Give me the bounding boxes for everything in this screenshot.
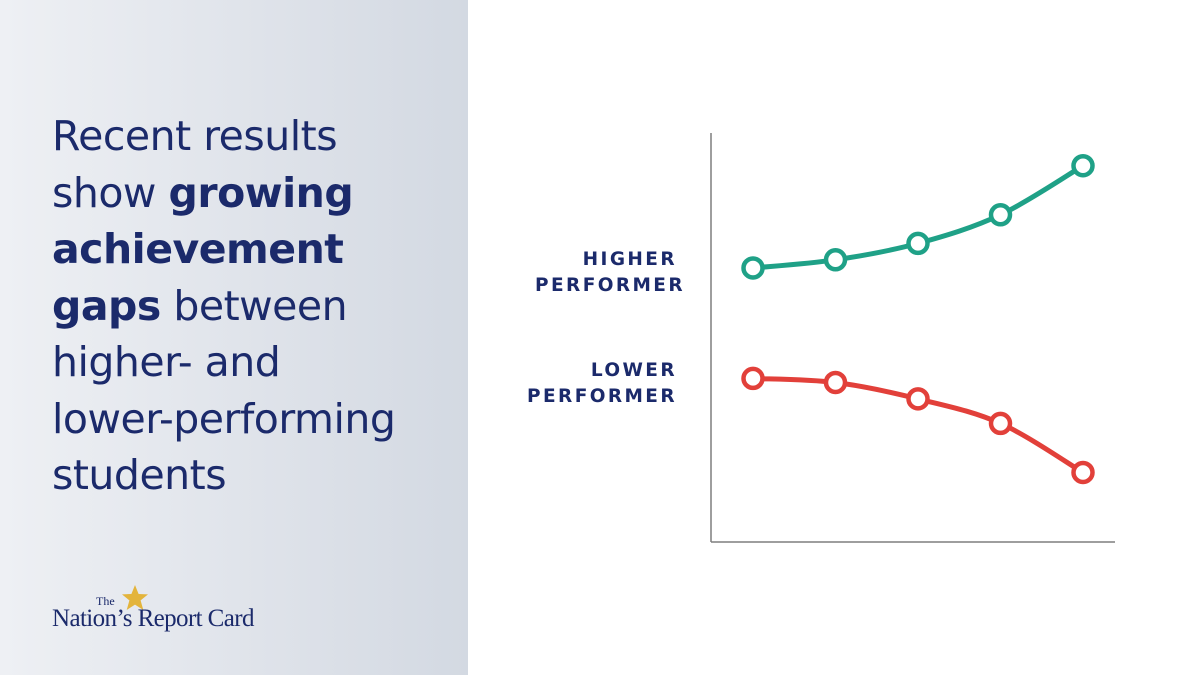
headline: Recent results show growing achievement gap… <box>52 108 452 504</box>
higher-performer-label-line-2: PERFORMER <box>535 275 685 296</box>
logo-name-text: Nation’s Report Card <box>52 605 254 632</box>
headline-line-6: lower-performing <box>52 394 396 443</box>
nations-report-card-logo: The Nation’s Report Card <box>52 585 292 636</box>
higher-performer-point-5 <box>1071 153 1095 178</box>
higher-performer-label-line-1: HIGHER <box>583 249 677 270</box>
left-panel: Recent results show growing achievement gap… <box>0 0 468 675</box>
star-icon <box>122 585 148 610</box>
headline-line-2-bold: growing <box>168 168 354 217</box>
series-layer <box>741 153 1095 485</box>
headline-line-4-regular: between <box>160 281 348 330</box>
lower-performer-point-1 <box>741 366 765 391</box>
lower-performer-point-2 <box>823 370 848 395</box>
headline-line-1: Recent results <box>52 112 338 160</box>
headline-line-2-regular: show <box>52 168 169 217</box>
logo-the-text: The <box>96 594 115 608</box>
lower-performer-label-line-2: PERFORMER <box>527 386 677 407</box>
headline-line-5: higher- and <box>52 338 281 386</box>
lower-performer-point-3 <box>906 387 930 411</box>
lower-performer-label-line-1: LOWER <box>591 360 677 381</box>
higher-performer-point-3 <box>906 231 930 256</box>
lower-performer-point-4 <box>988 411 1013 436</box>
higher-performer-point-4 <box>988 203 1013 227</box>
headline-line-7: students <box>52 451 227 499</box>
higher-performer-point-2 <box>823 248 848 272</box>
headline-line-3-bold: achievement <box>52 225 344 273</box>
higher-performer-point-1 <box>741 256 765 280</box>
headline-line-4-bold: gaps <box>52 281 161 330</box>
lower-performer-point-5 <box>1071 460 1095 485</box>
